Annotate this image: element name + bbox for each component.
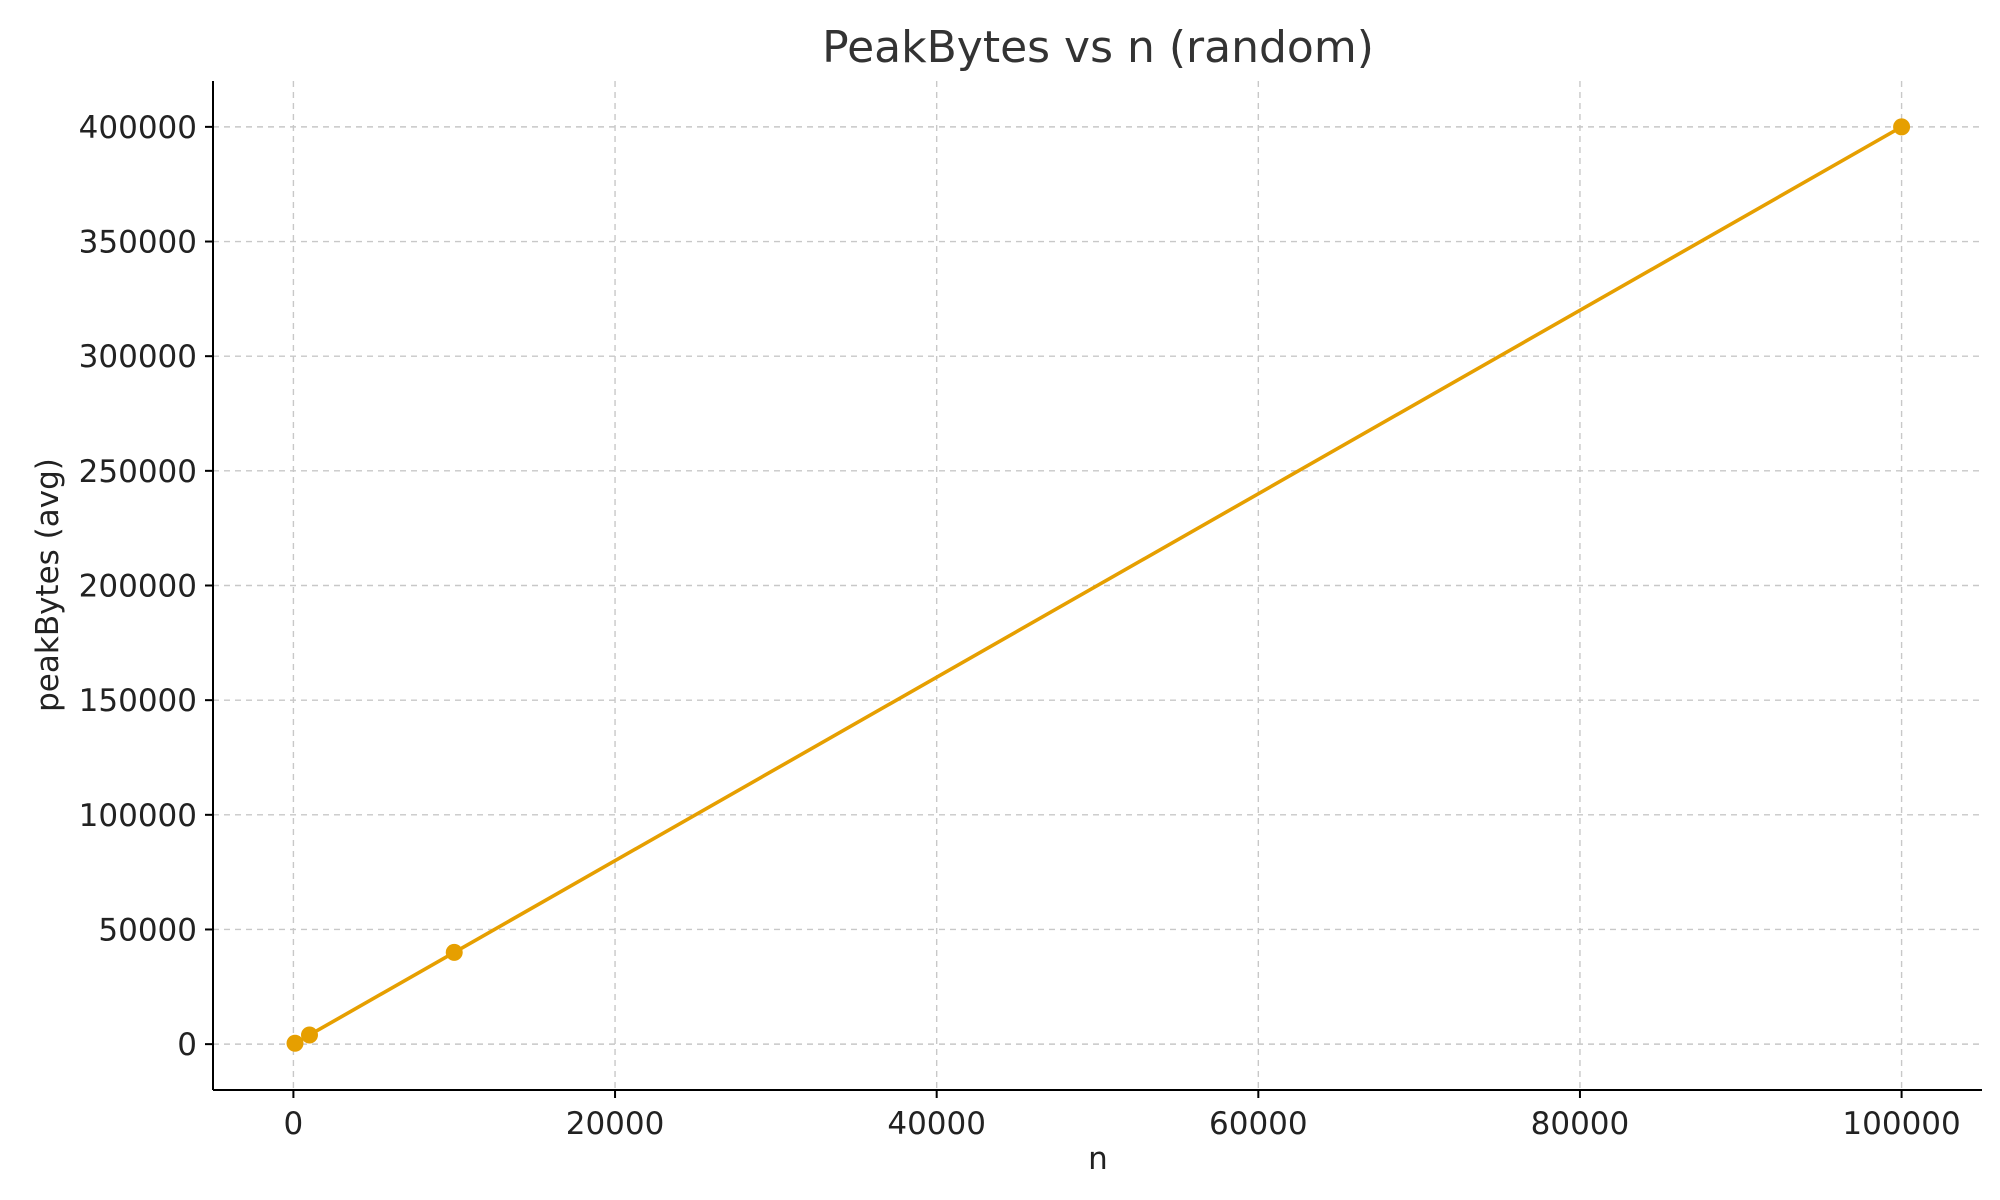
y-tick-label: 150000: [79, 683, 197, 719]
y-tick-label: 50000: [98, 912, 197, 948]
data-point: [300, 1026, 318, 1044]
y-axis-label: peakBytes (avg): [30, 458, 66, 712]
y-tick-label: 100000: [79, 798, 197, 834]
data-point: [445, 943, 463, 961]
x-tick-label: 60000: [1209, 1106, 1308, 1142]
chart-title: PeakBytes vs n (random): [822, 22, 1374, 73]
x-tick-label: 40000: [887, 1106, 986, 1142]
y-tick-label: 300000: [79, 339, 197, 375]
ticks: 0 20000 40000 60000 80000 100000 0 50000 100000 1…: [79, 110, 1961, 1142]
grid: [213, 81, 1982, 1090]
x-tick-label: 100000: [1842, 1106, 1960, 1142]
x-tick-label: 0: [284, 1106, 304, 1142]
y-tick-label: 250000: [79, 454, 197, 490]
y-tick-label: 400000: [79, 110, 197, 146]
y-tick-label: 200000: [79, 569, 197, 605]
x-tick-label: 20000: [566, 1106, 665, 1142]
data-point: [286, 1034, 304, 1052]
x-tick-label: 80000: [1531, 1106, 1630, 1142]
data-point: [1893, 118, 1911, 136]
y-tick-label: 350000: [79, 225, 197, 261]
y-tick-label: 0: [177, 1027, 197, 1063]
x-axis-label: n: [1088, 1141, 1108, 1177]
series: [286, 118, 1911, 1052]
